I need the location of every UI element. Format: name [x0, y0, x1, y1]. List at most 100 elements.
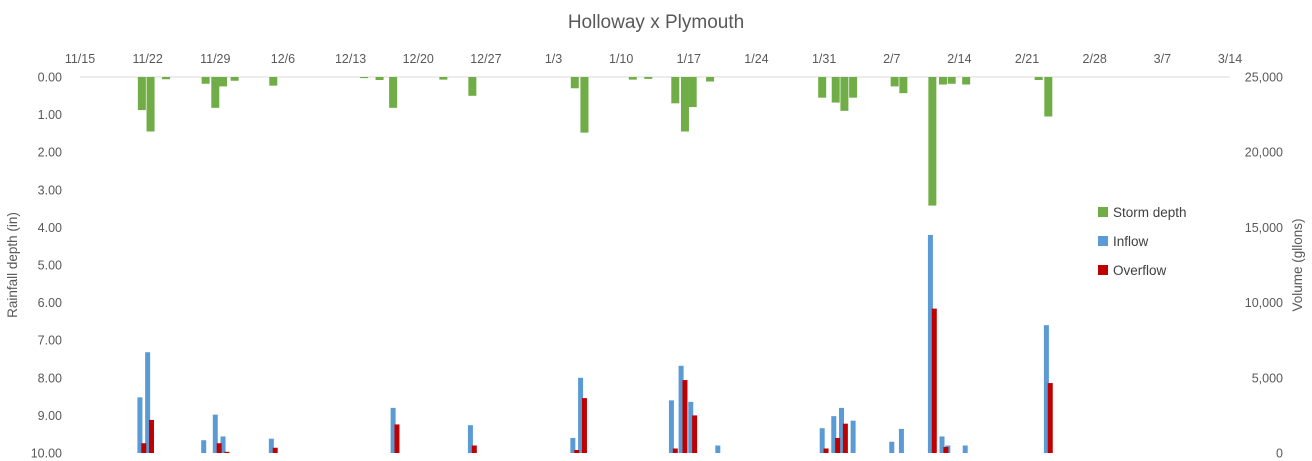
storm-depth-bar: [671, 77, 680, 104]
inflow-bar: [668, 400, 674, 453]
inflow-bar: [927, 234, 933, 453]
storm-depth-bar: [137, 77, 146, 111]
inflow-bar: [839, 407, 845, 453]
overflow-bar: [931, 308, 937, 453]
left-tick-label: 6.00: [38, 296, 62, 310]
x-tick-label: 1/10: [609, 52, 633, 66]
right-tick-label: 0: [1276, 447, 1283, 461]
x-tick-labels: 11/15 11/22 11/29 12/6 12/13 12/20 12/27 1/3 1/1…: [65, 52, 1242, 66]
overflow-bar: [394, 424, 400, 453]
legend-swatch-inflow: [1098, 236, 1108, 246]
x-tick-label: 1/31: [812, 52, 836, 66]
x-tick-label: 11/29: [200, 52, 230, 66]
storm-depth-bar: [890, 77, 899, 87]
storm-depth-bar: [269, 77, 278, 86]
inflow-bar: [578, 377, 584, 453]
legend-label-storm-depth: Storm depth: [1113, 205, 1187, 220]
right-tick-label: 15,000: [1245, 221, 1283, 235]
storm-depth-bar: [928, 77, 937, 206]
storm-depth-bar: [570, 77, 579, 89]
inflow-bar: [390, 407, 396, 453]
inflow-bar: [137, 397, 143, 453]
storm-depth-bar: [938, 77, 947, 85]
overflow-bar: [581, 398, 587, 453]
storm-depth-bar: [219, 77, 228, 87]
left-axis-title: Rainfall depth (in): [5, 212, 20, 318]
legend-label-inflow: Inflow: [1113, 234, 1149, 249]
overflow-bar: [943, 446, 949, 453]
left-tick-label: 0.00: [38, 71, 62, 85]
inflow-bar: [678, 365, 684, 453]
x-tick-label: 3/14: [1218, 52, 1242, 66]
storm-depth-bar: [468, 77, 477, 96]
inflow-bar: [268, 438, 274, 453]
overflow-bar: [149, 419, 155, 453]
inflow-bar: [688, 401, 694, 453]
inflow-bar: [889, 441, 895, 453]
right-tick-label: 20,000: [1245, 146, 1283, 160]
x-tick-label: 12/6: [271, 52, 295, 66]
overflow-bar: [835, 437, 841, 453]
x-tick-label: 1/24: [744, 52, 768, 66]
storm-depth-bar: [947, 77, 956, 84]
inflow-bar: [201, 440, 207, 453]
storm-depth-bar: [1034, 77, 1043, 81]
left-tick-label: 10.00: [31, 447, 62, 461]
inflow-bar: [715, 445, 721, 453]
overflow-bar: [823, 448, 829, 453]
x-tick-label: 12/20: [403, 52, 434, 66]
legend-label-overflow: Overflow: [1113, 263, 1167, 278]
left-tick-label: 9.00: [38, 409, 62, 423]
chart-title: Holloway x Plymouth: [568, 12, 744, 33]
x-tick-label: 12/13: [335, 52, 366, 66]
storm-depth-bar: [211, 77, 220, 108]
storm-depth-bar: [899, 77, 908, 94]
left-tick-label: 8.00: [38, 371, 62, 385]
x-tick-label: 2/7: [883, 52, 900, 66]
overflow-bar: [1047, 383, 1053, 453]
inflow-bar: [962, 445, 968, 453]
legend: Storm depth Inflow Overflow: [1098, 205, 1187, 278]
overflow-bar: [672, 448, 678, 453]
left-tick-label: 5.00: [38, 259, 62, 273]
overflow-bar: [141, 443, 147, 453]
inflow-bar: [898, 428, 904, 453]
inflow-bar: [212, 414, 218, 453]
x-tick-label: 1/17: [677, 52, 701, 66]
left-tick-label: 3.00: [38, 183, 62, 197]
inflow-bar: [220, 436, 226, 453]
left-tick-label: 7.00: [38, 334, 62, 348]
left-tick-label: 2.00: [38, 146, 62, 160]
storm-depth-bar: [389, 77, 398, 108]
storm-depth-bar: [644, 77, 653, 79]
storm-depth-bar: [439, 77, 448, 80]
legend-swatch-overflow: [1098, 265, 1108, 275]
overflow-bar: [842, 423, 848, 453]
storm-depth-bar: [849, 77, 858, 98]
inflow-bar: [819, 428, 825, 453]
inflow-bar: [467, 425, 473, 453]
storm-depth-bar: [1044, 77, 1053, 117]
inflow-bar: [570, 437, 576, 453]
x-tick-label: 2/21: [1015, 52, 1039, 66]
right-tick-label: 10,000: [1245, 296, 1283, 310]
storm-depth-bar: [706, 77, 715, 82]
inflow-bar: [1043, 325, 1049, 453]
right-tick-label: 25,000: [1245, 71, 1283, 85]
storm-depth-bar: [201, 77, 210, 84]
x-tick-label: 2/14: [947, 52, 971, 66]
storm-depth-bar: [831, 77, 840, 103]
storm-depth-bar: [688, 77, 697, 108]
left-tick-label: 1.00: [38, 108, 62, 122]
inflow-bar: [145, 352, 151, 453]
overflow-bar: [272, 447, 278, 453]
x-tick-label: 3/7: [1154, 52, 1171, 66]
storm-depth-bar: [360, 77, 369, 79]
storm-depth-bar: [146, 77, 155, 132]
storm-depth-bar: [580, 77, 589, 133]
storm-depth-bar: [962, 77, 971, 85]
storm-depth-bar: [628, 77, 637, 80]
inflow-bar: [831, 416, 837, 453]
inflow-bar: [850, 420, 856, 453]
